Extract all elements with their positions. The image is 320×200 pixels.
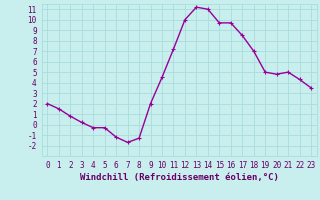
X-axis label: Windchill (Refroidissement éolien,°C): Windchill (Refroidissement éolien,°C) — [80, 173, 279, 182]
